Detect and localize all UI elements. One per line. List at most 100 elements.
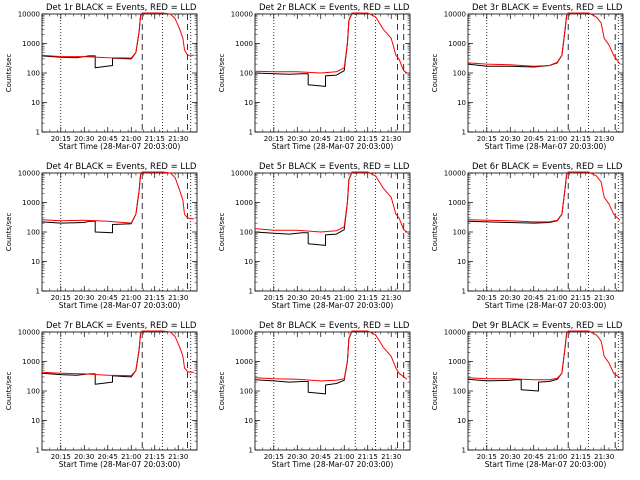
y-tick-label: 10000 bbox=[444, 11, 466, 19]
y-axis-label: Counts/sec bbox=[5, 372, 13, 411]
x-tick-label: 20:15 bbox=[477, 294, 497, 302]
y-tick-label: 10000 bbox=[18, 170, 40, 178]
y-tick-label: 10 bbox=[244, 258, 253, 266]
plot-frame bbox=[41, 172, 198, 292]
x-tick-label: 20:45 bbox=[524, 453, 544, 461]
y-tick-label: 10000 bbox=[18, 329, 40, 337]
y-axis-label: Counts/sec bbox=[431, 54, 439, 93]
y-tick-label: 1 bbox=[462, 288, 466, 296]
series-line-black bbox=[255, 330, 354, 395]
series-line-red bbox=[42, 330, 194, 377]
plot-frame bbox=[254, 331, 411, 451]
series-group bbox=[42, 171, 194, 234]
x-tick-label: 21:00 bbox=[121, 135, 141, 143]
series-line-black bbox=[42, 330, 146, 385]
plot-frame bbox=[41, 13, 198, 133]
x-tick-label: 21:00 bbox=[547, 453, 567, 461]
x-axis-label: Start Time (28-Mar-07 20:03:00) bbox=[59, 460, 181, 469]
y-tick-label: 10 bbox=[457, 99, 466, 107]
x-tick-label: 20:45 bbox=[524, 135, 544, 143]
y-tick-label: 1 bbox=[36, 447, 40, 455]
y-tick-label: 1000 bbox=[235, 199, 253, 207]
x-tick-label: 20:45 bbox=[311, 135, 331, 143]
y-tick-label: 10 bbox=[31, 417, 40, 425]
x-tick-label: 20:15 bbox=[51, 453, 71, 461]
plot-frame bbox=[467, 172, 624, 292]
y-tick-label: 100 bbox=[27, 388, 40, 396]
y-axis-label: Counts/sec bbox=[5, 213, 13, 252]
x-tick-label: 21:15 bbox=[145, 135, 165, 143]
chart-panel: Det 8r BLACK = Events, RED = LLD 1 10 100 10… bbox=[218, 321, 411, 469]
series-line-red bbox=[255, 12, 408, 74]
x-axis-label: Start Time (28-Mar-07 20:03:00) bbox=[485, 301, 607, 310]
x-tick-label: 20:30 bbox=[500, 453, 520, 461]
x-axis-label: Start Time (28-Mar-07 20:03:00) bbox=[59, 301, 181, 310]
x-tick-label: 20:30 bbox=[287, 135, 307, 143]
chart-panel: Det 4r BLACK = Events, RED = LLD 1 10 100 10… bbox=[5, 162, 198, 310]
y-tick-label: 1000 bbox=[22, 40, 40, 48]
x-tick-label: 20:30 bbox=[500, 135, 520, 143]
chart-title: Det 7r BLACK = Events, RED = LLD bbox=[46, 321, 197, 331]
chart-panel: Det 1r BLACK = Events, RED = LLD 1 10 100 10… bbox=[5, 3, 198, 151]
y-axis-label: Counts/sec bbox=[5, 54, 13, 93]
y-tick-label: 10 bbox=[244, 99, 253, 107]
y-tick-label: 1000 bbox=[22, 358, 40, 366]
x-axis-label: Start Time (28-Mar-07 20:03:00) bbox=[272, 142, 394, 151]
x-tick-label: 21:15 bbox=[358, 135, 378, 143]
y-tick-label: 1000 bbox=[448, 358, 466, 366]
y-tick-label: 1 bbox=[249, 129, 253, 137]
x-axis-label: Start Time (28-Mar-07 20:03:00) bbox=[272, 301, 394, 310]
y-tick-label: 1 bbox=[462, 447, 466, 455]
y-tick-label: 1000 bbox=[448, 40, 466, 48]
y-tick-label: 100 bbox=[453, 229, 466, 237]
y-tick-label: 10000 bbox=[231, 170, 253, 178]
x-tick-label: 21:15 bbox=[571, 294, 591, 302]
series-line-red bbox=[468, 12, 621, 67]
x-tick-label: 21:00 bbox=[334, 135, 354, 143]
y-tick-label: 1000 bbox=[22, 199, 40, 207]
y-tick-label: 1 bbox=[36, 288, 40, 296]
y-tick-label: 1000 bbox=[235, 40, 253, 48]
x-tick-label: 20:15 bbox=[51, 294, 71, 302]
y-tick-label: 100 bbox=[240, 70, 253, 78]
x-tick-label: 21:15 bbox=[358, 294, 378, 302]
y-tick-label: 100 bbox=[27, 70, 40, 78]
y-tick-label: 100 bbox=[453, 388, 466, 396]
x-tick-label: 20:45 bbox=[98, 453, 118, 461]
x-tick-label: 21:00 bbox=[547, 294, 567, 302]
x-tick-label: 21:00 bbox=[334, 453, 354, 461]
x-tick-label: 21:00 bbox=[121, 294, 141, 302]
series-line-black bbox=[255, 12, 354, 87]
x-tick-label: 21:30 bbox=[168, 453, 188, 461]
chart-title: Det 6r BLACK = Events, RED = LLD bbox=[472, 162, 623, 172]
series-line-black bbox=[468, 171, 569, 224]
series-line-black bbox=[42, 12, 146, 69]
x-tick-label: 21:30 bbox=[381, 135, 401, 143]
y-tick-label: 1 bbox=[249, 447, 253, 455]
x-tick-label: 20:30 bbox=[287, 294, 307, 302]
chart-title: Det 8r BLACK = Events, RED = LLD bbox=[259, 321, 410, 331]
x-tick-label: 20:45 bbox=[311, 294, 331, 302]
series-group bbox=[468, 330, 621, 392]
y-tick-label: 1 bbox=[36, 129, 40, 137]
series-line-red bbox=[255, 330, 408, 382]
chart-title: Det 1r BLACK = Events, RED = LLD bbox=[46, 3, 197, 13]
y-axis-label: Counts/sec bbox=[218, 54, 226, 93]
chart-panel: Det 2r BLACK = Events, RED = LLD 1 10 100 10… bbox=[218, 3, 411, 151]
y-tick-label: 100 bbox=[240, 388, 253, 396]
chart-panel: Det 9r BLACK = Events, RED = LLD 1 10 100 10… bbox=[431, 321, 624, 469]
x-tick-label: 20:45 bbox=[311, 453, 331, 461]
x-tick-label: 21:15 bbox=[358, 453, 378, 461]
y-tick-label: 10000 bbox=[231, 11, 253, 19]
x-tick-label: 20:30 bbox=[500, 294, 520, 302]
x-tick-label: 21:30 bbox=[381, 453, 401, 461]
chart-panel: Det 5r BLACK = Events, RED = LLD 1 10 100 10… bbox=[218, 162, 411, 310]
series-group bbox=[468, 171, 621, 224]
y-tick-label: 100 bbox=[453, 70, 466, 78]
plot-frame bbox=[467, 13, 624, 133]
series-line-red bbox=[468, 330, 621, 381]
series-group bbox=[255, 12, 408, 87]
plot-frame bbox=[467, 331, 624, 451]
plot-frame bbox=[41, 331, 198, 451]
y-tick-label: 1 bbox=[249, 288, 253, 296]
